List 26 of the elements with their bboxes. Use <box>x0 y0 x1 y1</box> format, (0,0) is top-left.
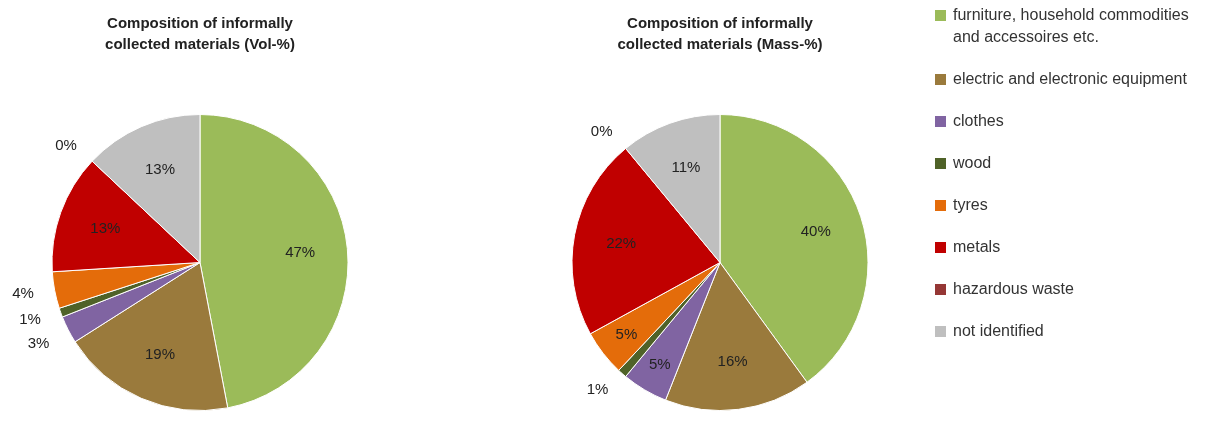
data-label: 13% <box>145 160 176 178</box>
data-label: 19% <box>145 345 176 362</box>
data-label: 1% <box>19 310 41 328</box>
data-label: 3% <box>27 334 50 352</box>
data-label: 22% <box>606 233 637 251</box>
legend-label: tyres <box>952 195 989 215</box>
data-label: 16% <box>717 352 748 370</box>
legend-label: clothes <box>952 111 1005 131</box>
text: Composition of informally collected materials (Mass-%) <box>616 13 824 54</box>
legend-label: not identified <box>952 321 1045 341</box>
data-label: 5% <box>615 325 638 343</box>
legend-label: hazardous waste <box>952 279 1075 299</box>
chart-title: Composition of informally collected materials (Vol-%) <box>104 13 296 54</box>
data-label: 13% <box>90 218 121 236</box>
data-label: 47% <box>285 243 316 261</box>
legend-label: wood <box>952 153 993 173</box>
data-label: 4% <box>12 284 34 302</box>
legend-label: electric and electronic equipment <box>952 69 1188 89</box>
legend-label: furniture, household commodities and accessoires etc. <box>952 5 1190 47</box>
data-label: 5% <box>648 354 671 372</box>
text: 0% <box>55 136 77 154</box>
data-label: 1% <box>586 380 609 398</box>
data-label: 11% <box>671 157 701 175</box>
text: 0% <box>590 121 613 139</box>
legend-label: metals <box>952 237 1002 257</box>
data-label: 40% <box>800 221 831 239</box>
